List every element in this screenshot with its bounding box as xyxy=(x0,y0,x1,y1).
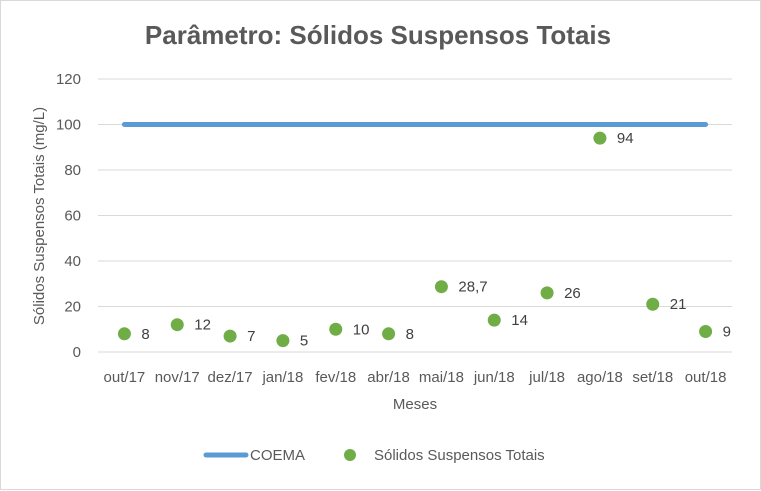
y-tick-label: 40 xyxy=(64,253,81,270)
data-label: 14 xyxy=(511,312,528,329)
data-point xyxy=(329,322,343,336)
data-labels: 8 12 7 5 10 8 28,7 14 26 94 21 9 xyxy=(141,130,731,349)
data-point xyxy=(382,327,396,341)
x-tick-label: fev/18 xyxy=(315,369,356,386)
x-tick-label: jun/18 xyxy=(473,369,515,386)
x-tick-label: nov/17 xyxy=(155,369,200,386)
chart-title: Parâmetro: Sólidos Suspensos Totais xyxy=(145,20,611,50)
data-label: 12 xyxy=(194,317,211,334)
grid-lines xyxy=(98,78,732,353)
x-tick-label: ago/18 xyxy=(577,369,623,386)
x-tick-label: dez/17 xyxy=(208,369,253,386)
x-tick-label: mai/18 xyxy=(419,369,464,386)
x-tick-label: abr/18 xyxy=(367,369,410,386)
data-label: 5 xyxy=(300,333,308,350)
data-point xyxy=(117,327,131,341)
x-axis-label: Meses xyxy=(393,396,437,413)
legend-label-coema: COEMA xyxy=(250,447,305,464)
series-layer xyxy=(117,122,713,348)
y-tick-label: 100 xyxy=(56,117,81,134)
data-label: 8 xyxy=(406,326,414,343)
legend: COEMA Sólidos Suspensos Totais xyxy=(203,447,545,464)
x-axis-ticks: out/17 nov/17 dez/17 jan/18 fev/18 abr/18 mai/… xyxy=(104,369,727,386)
data-label: 9 xyxy=(723,324,731,341)
data-label: 10 xyxy=(353,321,370,338)
y-tick-label: 60 xyxy=(64,208,81,225)
x-tick-label: set/18 xyxy=(632,369,673,386)
legend-label-sst: Sólidos Suspensos Totais xyxy=(374,447,545,464)
y-axis-ticks: 0 20 40 60 80 100 120 xyxy=(56,71,81,361)
data-label: 8 xyxy=(141,326,149,343)
data-point xyxy=(540,286,554,300)
data-point xyxy=(699,325,713,339)
data-point xyxy=(276,334,290,348)
data-point xyxy=(487,313,501,327)
y-tick-label: 120 xyxy=(56,71,81,88)
y-tick-label: 0 xyxy=(73,344,81,361)
data-label: 28,7 xyxy=(458,279,487,296)
y-tick-label: 20 xyxy=(64,299,81,316)
x-tick-label: out/17 xyxy=(104,369,146,386)
data-label: 7 xyxy=(247,328,255,345)
y-tick-label: 80 xyxy=(64,162,81,179)
data-label: 21 xyxy=(670,296,687,313)
data-point xyxy=(646,297,660,311)
data-point xyxy=(593,131,607,145)
data-point xyxy=(170,318,184,332)
legend-swatch-sst xyxy=(344,449,356,461)
data-label: 26 xyxy=(564,285,581,302)
data-label: 94 xyxy=(617,130,634,147)
data-point xyxy=(223,329,237,343)
x-tick-label: out/18 xyxy=(685,369,727,386)
x-tick-label: jul/18 xyxy=(528,369,565,386)
data-point xyxy=(434,280,448,294)
y-axis-label: Sólidos Suspensos Totais (mg/L) xyxy=(31,107,48,325)
x-tick-label: jan/18 xyxy=(261,369,303,386)
